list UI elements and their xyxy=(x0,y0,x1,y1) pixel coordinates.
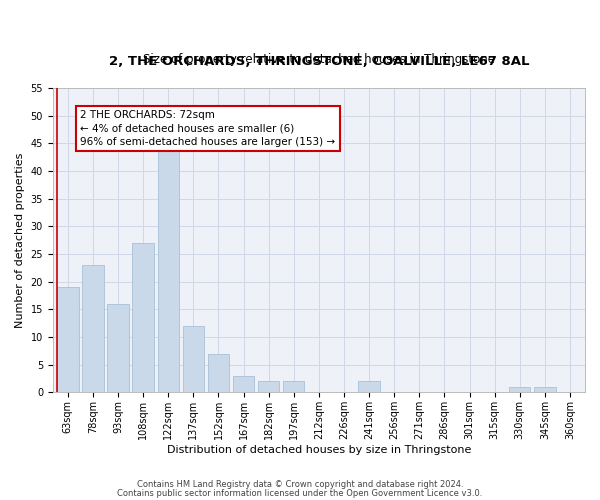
Text: 2, THE ORCHARDS, THRINGSTONE, COALVILLE, LE67 8AL: 2, THE ORCHARDS, THRINGSTONE, COALVILLE,… xyxy=(109,55,529,68)
Bar xyxy=(534,387,556,392)
Bar xyxy=(358,382,380,392)
Bar xyxy=(133,243,154,392)
Bar xyxy=(233,376,254,392)
Bar xyxy=(283,382,304,392)
Bar xyxy=(182,326,204,392)
Text: Contains public sector information licensed under the Open Government Licence v3: Contains public sector information licen… xyxy=(118,490,482,498)
Bar xyxy=(82,265,104,392)
Bar xyxy=(107,304,129,392)
Text: Contains HM Land Registry data © Crown copyright and database right 2024.: Contains HM Land Registry data © Crown c… xyxy=(137,480,463,489)
Bar xyxy=(509,387,530,392)
Y-axis label: Number of detached properties: Number of detached properties xyxy=(15,152,25,328)
Text: 2 THE ORCHARDS: 72sqm
← 4% of detached houses are smaller (6)
96% of semi-detach: 2 THE ORCHARDS: 72sqm ← 4% of detached h… xyxy=(80,110,335,146)
Bar xyxy=(258,382,280,392)
X-axis label: Distribution of detached houses by size in Thringstone: Distribution of detached houses by size … xyxy=(167,445,471,455)
Bar xyxy=(158,138,179,392)
Bar xyxy=(57,288,79,393)
Title: Size of property relative to detached houses in Thringstone: Size of property relative to detached ho… xyxy=(143,53,495,66)
Bar xyxy=(208,354,229,393)
